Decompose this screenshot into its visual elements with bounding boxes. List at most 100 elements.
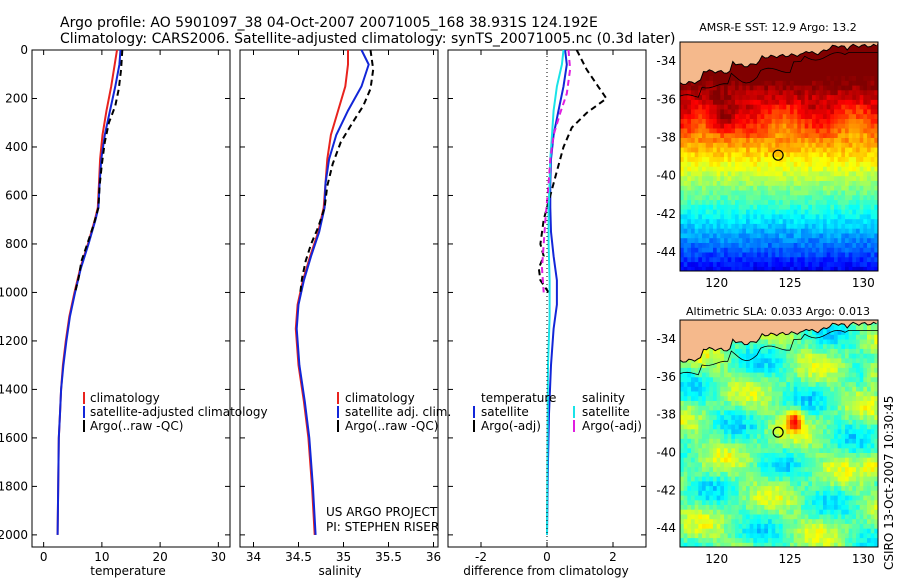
map-cell [760, 490, 765, 496]
map-cell [749, 438, 754, 444]
map-cell [687, 84, 692, 91]
map-cell [837, 56, 842, 62]
map-cell [709, 89, 714, 96]
map-cell [812, 509, 817, 515]
map-cell [775, 523, 780, 529]
map-cell [830, 343, 835, 349]
map-cell [779, 542, 784, 547]
map-cell [793, 376, 798, 383]
map-cell [764, 151, 769, 158]
map-cell [775, 113, 780, 119]
map-cell [768, 94, 773, 100]
map-cell [691, 499, 696, 505]
map-cell [801, 343, 806, 349]
map-cell [859, 61, 864, 67]
map-cell [683, 504, 688, 510]
map-cell [793, 490, 798, 496]
map-cell [709, 523, 714, 529]
temperature-series-satellite-adjusted-climatology [56, 49, 122, 535]
map-cell [698, 194, 703, 201]
map-cell [771, 132, 776, 138]
map-cell [874, 132, 878, 138]
map-cell [727, 175, 732, 181]
map-cell [797, 204, 802, 210]
map-cell [738, 209, 743, 215]
map-cell [731, 424, 736, 430]
map-cell [757, 461, 762, 468]
map-cell [793, 199, 798, 205]
map-cell [797, 80, 802, 86]
map-cell [779, 367, 784, 373]
map-cell [764, 438, 769, 444]
map-cell [782, 428, 787, 435]
map-cell [782, 84, 787, 91]
map-cell [841, 46, 846, 53]
map-cell [834, 348, 839, 354]
map-cell [698, 490, 703, 496]
map-cell [680, 84, 685, 91]
map-cell [775, 232, 780, 239]
map-cell [790, 395, 795, 401]
x-tick-label: 34 [246, 550, 261, 564]
map-cell [753, 251, 758, 258]
map-cell [830, 443, 835, 449]
map-cell [753, 433, 758, 439]
map-cell [823, 151, 828, 158]
map-cell [863, 65, 868, 72]
map-cell [834, 480, 839, 487]
map-cell [746, 428, 751, 435]
map-cell [742, 419, 747, 425]
map-cell [727, 266, 732, 271]
temperature-axes-frame [31, 49, 231, 548]
map-cell [771, 480, 776, 487]
map-cell [753, 108, 758, 115]
map-cell [812, 185, 817, 191]
map-cell [834, 247, 839, 253]
map-cell [856, 142, 861, 148]
map-cell [863, 80, 868, 86]
map-cell [786, 104, 791, 110]
map-cell [801, 137, 806, 143]
map-cell [790, 419, 795, 425]
map-cell [683, 108, 688, 115]
map-cell [782, 466, 787, 472]
header-line-1: Argo profile: AO 5901097_38 04-Oct-2007 … [60, 15, 598, 31]
map-cell [826, 94, 831, 100]
map-cell [815, 194, 820, 201]
y-tick-label: 1800 [0, 479, 28, 493]
map-cell [779, 132, 784, 138]
map-cell [804, 528, 809, 534]
map-cell [768, 247, 773, 253]
map-cell [837, 513, 842, 520]
map-cell [804, 232, 809, 239]
map-cell [709, 213, 714, 220]
map-cell [797, 338, 802, 345]
map-cell [863, 75, 868, 81]
map-cell [757, 261, 762, 267]
map-cell [852, 151, 857, 158]
map-cell [757, 237, 762, 243]
map-cell [841, 113, 846, 119]
map-cell [753, 199, 758, 205]
map-cell [845, 166, 850, 172]
map-cell [760, 161, 765, 167]
map-cell [683, 213, 688, 220]
map-cell [720, 94, 725, 100]
map-cell [705, 504, 710, 510]
map-cell [786, 513, 791, 520]
map-cell [815, 266, 820, 271]
map-cell [823, 523, 828, 529]
map-cell [845, 142, 850, 148]
map-cell [826, 113, 831, 119]
map-cell [786, 56, 791, 62]
map-cell [742, 480, 747, 487]
map-cell [801, 466, 806, 472]
map-cell [830, 329, 835, 335]
map-cell [691, 170, 696, 177]
map-cell [716, 247, 721, 253]
map-cell [804, 175, 809, 181]
map-cell [819, 348, 824, 354]
map-cell [749, 89, 754, 96]
map-cell [698, 495, 703, 501]
map-cell [683, 471, 688, 477]
